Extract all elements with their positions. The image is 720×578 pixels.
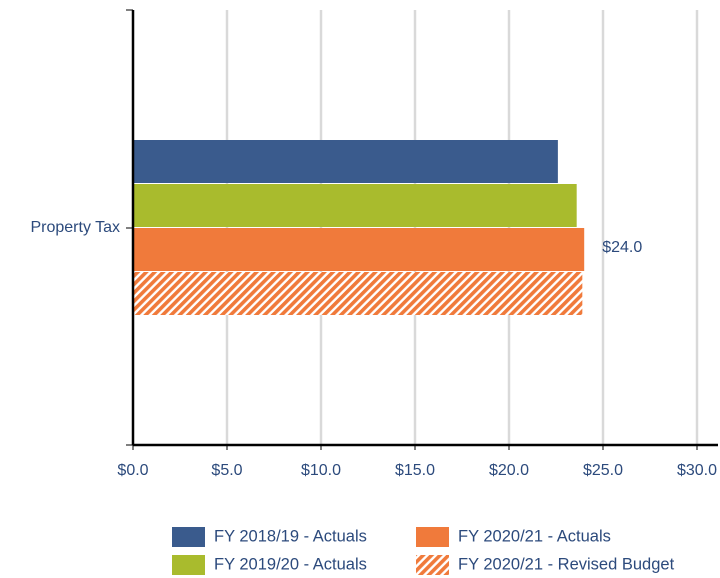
x-tick-label: $30.0 <box>677 462 717 479</box>
legend-swatch <box>172 555 205 575</box>
legend-label: FY 2018/19 - Actuals <box>214 527 367 545</box>
legend-label: FY 2020/21 - Revised Budget <box>458 555 675 573</box>
bar <box>133 184 577 227</box>
bar <box>133 228 585 271</box>
x-tick-label: $5.0 <box>211 462 242 479</box>
x-tick-label: $0.0 <box>117 462 148 479</box>
bar <box>133 272 583 315</box>
legend-label: FY 2019/20 - Actuals <box>214 555 367 573</box>
legend-swatch <box>416 555 449 575</box>
data-label: $24.0 <box>602 239 642 256</box>
legend-swatch <box>172 527 205 547</box>
y-tick-label: Property Tax <box>30 219 120 236</box>
x-tick-label: $10.0 <box>301 462 341 479</box>
x-tick-label: $15.0 <box>395 462 435 479</box>
x-tick-label: $20.0 <box>489 462 529 479</box>
legend-swatch <box>416 527 449 547</box>
x-tick-label: $25.0 <box>583 462 623 479</box>
bar <box>133 140 558 183</box>
legend-label: FY 2020/21 - Actuals <box>458 527 611 545</box>
